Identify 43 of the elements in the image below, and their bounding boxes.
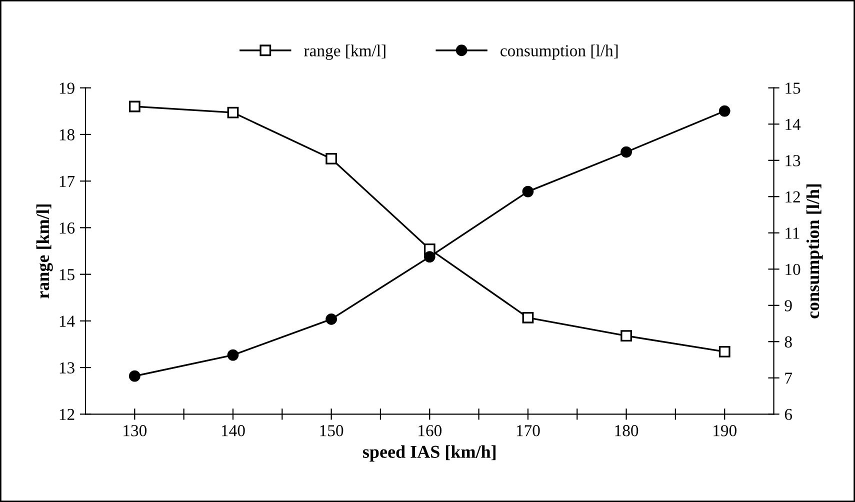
y-tick-label: 19: [60, 82, 74, 94]
point: [227, 106, 239, 118]
y-tick-label: 17: [60, 176, 75, 187]
y-tick-label: 12: [60, 408, 74, 420]
y2-axis-title: consumption [l/h]: [806, 184, 823, 318]
y-tick-label: 15: [60, 269, 74, 280]
y2-tick-label: 10: [786, 264, 800, 276]
point: [424, 251, 436, 262]
y2-tick-label: 6: [784, 408, 792, 420]
point: [522, 186, 534, 198]
y-tick-label: 18: [60, 129, 74, 140]
point: [522, 312, 534, 324]
point: [128, 370, 140, 382]
y2-tick-label: 8: [784, 336, 792, 348]
y-tick-label: 14: [60, 316, 75, 327]
y2-tick-label: 7: [785, 372, 792, 384]
legend-label: range [km/l]: [304, 44, 386, 60]
y2-tick-label: 11: [786, 228, 800, 239]
y-tick-label: 16: [60, 222, 75, 234]
x-tick-label: 130: [124, 425, 147, 436]
point: [326, 313, 338, 325]
point: [620, 330, 632, 342]
y-axis-title: range [km/l]: [36, 204, 53, 298]
x-tick-label: 150: [320, 425, 344, 436]
y-tick-label: 13: [60, 362, 74, 374]
point: [227, 349, 239, 361]
x-tick-label: 140: [222, 425, 245, 436]
y2-tick-label: 13: [786, 155, 800, 166]
x-tick-label: 180: [615, 425, 638, 436]
x-tick-label: 160: [418, 425, 442, 436]
point: [620, 146, 632, 158]
point: [326, 153, 338, 164]
point: [718, 105, 730, 117]
point: [128, 100, 140, 112]
y2-tick-label: 14: [786, 118, 801, 130]
x-axis-title: speed IAS [km/h]: [362, 445, 496, 462]
x-tick-label: 170: [516, 425, 540, 436]
y2-tick-label: 9: [784, 300, 792, 312]
y2-tick-label: 12: [786, 191, 800, 202]
legend-label: consumption [l/h]: [500, 44, 618, 60]
point: [718, 346, 730, 358]
x-tick-label: 190: [714, 425, 736, 436]
y2-tick-label: 15: [786, 82, 800, 94]
